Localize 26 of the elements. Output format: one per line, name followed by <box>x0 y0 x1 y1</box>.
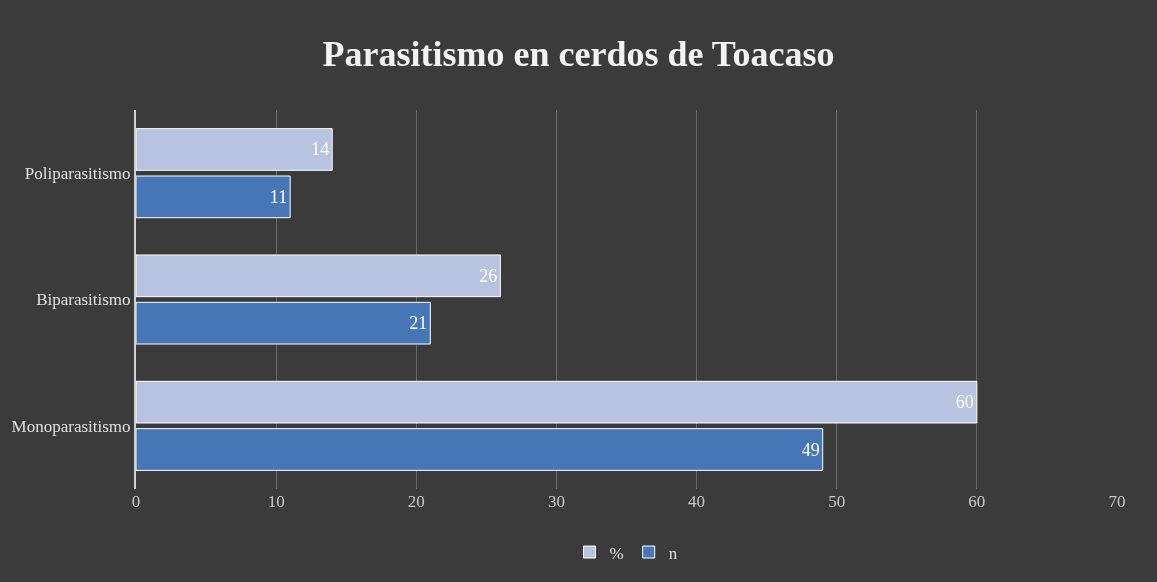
data-label: 21 <box>409 313 428 334</box>
bar <box>136 175 291 219</box>
x-tick-label: 0 <box>131 492 141 511</box>
y-tick-label: Poliparasitismo <box>24 164 131 184</box>
bar <box>136 128 333 171</box>
chart-title: Parasitismo en cerdos de Toacaso <box>322 33 835 74</box>
x-tick-label: 20 <box>407 492 425 511</box>
x-tick-label: 10 <box>267 492 285 511</box>
y-tick-label: Biparasitismo <box>36 290 131 310</box>
x-tick-label: 30 <box>547 492 565 511</box>
x-tick-label: 60 <box>968 492 986 511</box>
bar <box>136 428 824 471</box>
data-label: 49 <box>801 439 820 460</box>
x-tick-label: 40 <box>688 492 706 511</box>
legend-label: n <box>668 543 678 563</box>
data-label: 11 <box>269 186 288 207</box>
x-tick-label: 70 <box>1108 492 1126 511</box>
bar <box>136 254 501 298</box>
bar <box>136 301 431 345</box>
legend-label: % <box>609 543 624 563</box>
data-label: 26 <box>479 265 498 286</box>
data-label: 60 <box>955 392 974 413</box>
y-tick-label: Monoparasitismo <box>11 416 131 436</box>
bar <box>136 380 978 424</box>
data-label: 14 <box>311 139 330 160</box>
x-tick-label: 50 <box>828 492 846 511</box>
